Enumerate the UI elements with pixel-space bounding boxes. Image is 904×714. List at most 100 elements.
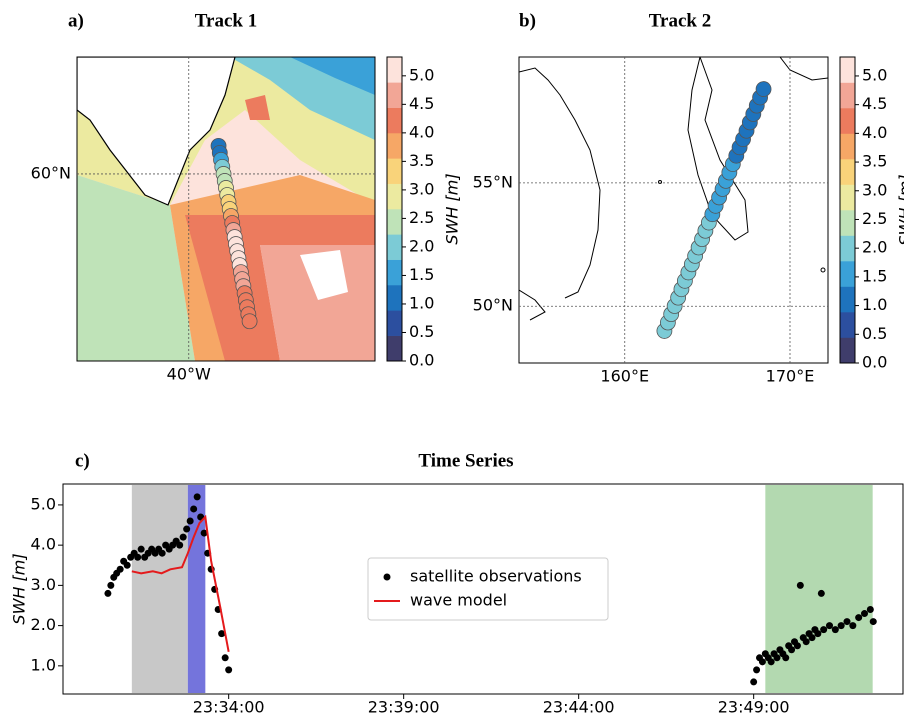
observation-point (855, 614, 863, 622)
colorbar-band (840, 159, 855, 185)
observation-point (826, 622, 833, 630)
highlight-span (765, 485, 873, 693)
track-point (241, 313, 258, 330)
observation-point (758, 658, 766, 666)
observation-point (793, 642, 801, 650)
observation-point (221, 654, 229, 662)
observation-point (814, 630, 822, 638)
map-b-frame (518, 56, 829, 364)
colorbar-band (387, 133, 402, 159)
colorbar-band (840, 82, 855, 109)
y-tick-label: 60°N (31, 163, 71, 182)
colorbar-band (840, 235, 855, 262)
panel-title: Track 2 (649, 10, 711, 31)
y-tick-label: 1.0 (31, 655, 56, 674)
observation-point (843, 618, 851, 626)
observation-point (183, 525, 191, 533)
observation-point (225, 666, 233, 674)
observation-point (186, 517, 194, 525)
panel-label: b) (519, 10, 536, 31)
colorbar-frame (386, 56, 403, 362)
legend-label: satellite observations (410, 567, 582, 586)
colorbar-band (840, 108, 855, 134)
colorbar-band (387, 183, 402, 210)
colorbar-tick-label: 1.5 (862, 266, 887, 285)
colorbar-band (840, 286, 855, 313)
colorbar-band (387, 310, 402, 336)
observation-point (869, 618, 877, 626)
colorbar-tick-label: 4.5 (862, 94, 887, 113)
colorbar-band (840, 133, 855, 160)
colorbar-tick-label: 4.5 (409, 94, 434, 113)
colorbar-tick-label: 2.5 (862, 209, 887, 228)
colorbar-band (840, 312, 855, 338)
map-a-frame (76, 56, 376, 362)
observation-point (116, 565, 124, 573)
observation-point (158, 549, 166, 557)
colorbar-tick-label: 4.0 (409, 122, 434, 141)
x-tick-label: 40°W (167, 365, 211, 384)
colorbar-tick-label: 0.5 (862, 324, 887, 343)
x-tick-label: 160°E (600, 367, 649, 386)
colorbar-tick-label: 0.5 (409, 322, 434, 341)
observation-point (134, 553, 142, 561)
panel-label: c) (75, 450, 90, 471)
y-tick-label: 50°N (473, 296, 513, 315)
colorbar-frame (839, 56, 856, 364)
highlight-span (131, 485, 188, 693)
x-tick-label: 170°E (766, 367, 815, 386)
observation-point (753, 666, 761, 674)
colorbar-band (840, 184, 855, 211)
time-series-frame (62, 483, 904, 695)
x-tick-label: 23:34:00 (193, 698, 265, 714)
observation-point (773, 654, 781, 662)
observation-point (788, 646, 796, 654)
colorbar-tick-label: 5.0 (862, 65, 887, 84)
observation-point (802, 638, 810, 646)
legend-label: wave model (410, 591, 507, 610)
y-tick-label: 4.0 (31, 535, 56, 554)
colorbar-band (387, 82, 402, 108)
y-axis-label: SWH [m] (10, 553, 29, 624)
track-point (755, 81, 772, 97)
colorbar-tick-label: 0.0 (409, 351, 434, 370)
x-tick-label: 23:39:00 (368, 698, 440, 714)
observation-point (808, 634, 816, 642)
legend-box (367, 557, 609, 621)
colorbar-tick-label: 3.0 (409, 179, 434, 198)
panel-title: Track 1 (195, 10, 257, 31)
colorbar-tick-label: 3.5 (409, 151, 434, 170)
highlight-span (187, 485, 206, 693)
colorbar-tick-label: 0.0 (862, 353, 887, 372)
observation-point (123, 561, 131, 569)
observation-point (837, 622, 845, 630)
observation-point (796, 581, 804, 589)
colorbar-label: SWH [m] (896, 174, 904, 245)
colorbar-band (387, 285, 402, 311)
observation-point (861, 610, 868, 618)
colorbar-tick-label: 3.0 (862, 180, 887, 199)
colorbar-band (840, 337, 855, 364)
colorbar-tick-label: 2.0 (409, 236, 434, 255)
observation-point (817, 589, 825, 597)
colorbar-band (387, 259, 402, 286)
colorbar-tick-label: 2.0 (862, 238, 887, 257)
observation-point (137, 545, 145, 553)
x-tick-label: 23:49:00 (718, 698, 790, 714)
map-b-coastline (519, 57, 828, 321)
observation-point (193, 493, 201, 501)
map-a-background (77, 57, 375, 361)
model-line (131, 514, 230, 652)
observation-point (200, 529, 208, 537)
colorbar-tick-label: 5.0 (409, 65, 434, 84)
observation-point (782, 654, 790, 662)
y-tick-label: 3.0 (31, 575, 56, 594)
observation-point (107, 581, 115, 589)
observation-point (190, 505, 198, 513)
x-tick-label: 23:44:00 (543, 698, 615, 714)
panel-label: a) (68, 10, 84, 31)
observation-point (750, 678, 758, 686)
observation-point (104, 589, 112, 597)
observation-point (176, 541, 184, 549)
colorbar-band (387, 107, 402, 134)
